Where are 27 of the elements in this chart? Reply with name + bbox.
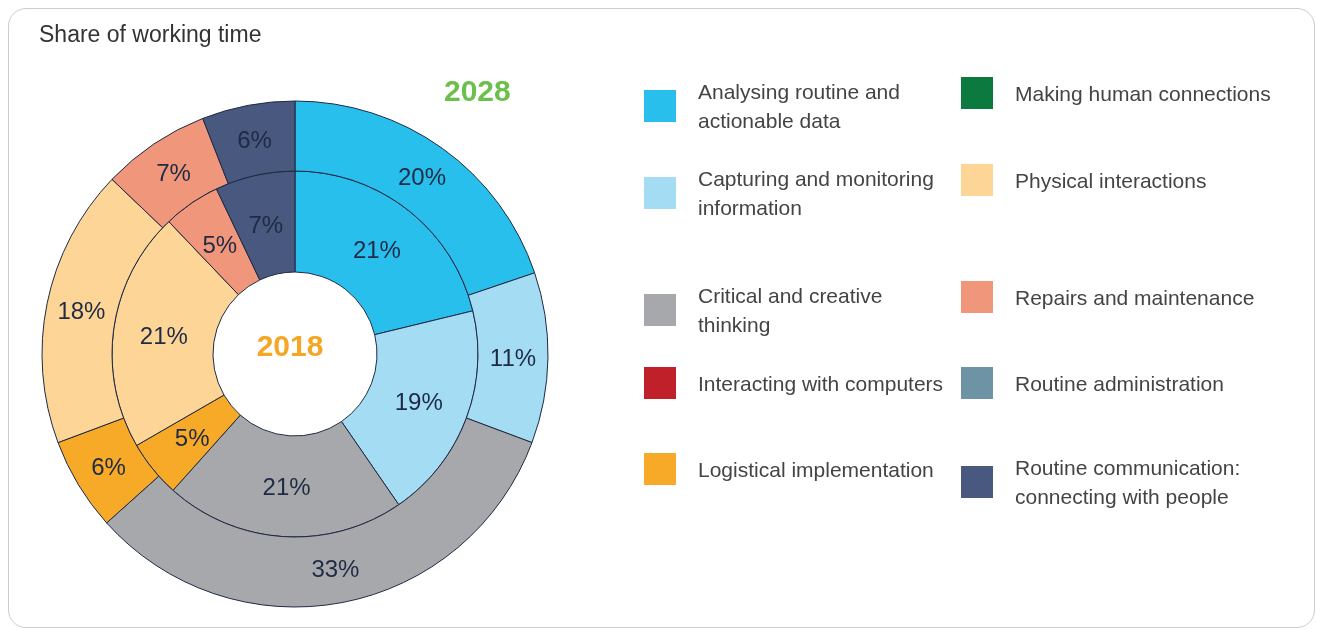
- legend-label: Logistical implementation: [698, 456, 935, 483]
- data-label: 21%: [139, 321, 188, 349]
- legend-label: Routine administration: [1015, 370, 1225, 397]
- data-label: 5%: [202, 231, 238, 259]
- legend-label: Routine communication: connecting with people: [1015, 455, 1242, 510]
- legend-label: Analysing routine and actionable data: [698, 79, 901, 134]
- legend-label: Physical interactions: [1015, 167, 1208, 194]
- slice-label: 2018: [255, 329, 325, 363]
- data-label: 6%: [91, 453, 126, 481]
- data-label: 33%: [311, 554, 360, 582]
- data-label: 21%: [262, 472, 311, 500]
- data-label: 21%: [352, 236, 401, 264]
- slice-label: 2028: [444, 74, 511, 108]
- legend-label: Interacting with computers: [698, 370, 945, 397]
- data-label: 20%: [398, 163, 447, 191]
- chart-title: Share of working time: [39, 21, 262, 48]
- data-label: 7%: [156, 159, 191, 187]
- data-label: 5%: [174, 424, 210, 452]
- legend-label: Capturing and monitoring information: [698, 166, 935, 221]
- data-label: 7%: [248, 211, 284, 239]
- data-label: 11%: [489, 343, 537, 371]
- data-label: 19%: [394, 387, 443, 415]
- legend-label: Making human connections: [1015, 80, 1272, 107]
- data-label: 18%: [57, 296, 106, 324]
- legend-label: Repairs and maintenance: [1015, 284, 1256, 311]
- data-label: 6%: [237, 126, 272, 154]
- legend-label: Critical and creative thinking: [698, 283, 884, 338]
